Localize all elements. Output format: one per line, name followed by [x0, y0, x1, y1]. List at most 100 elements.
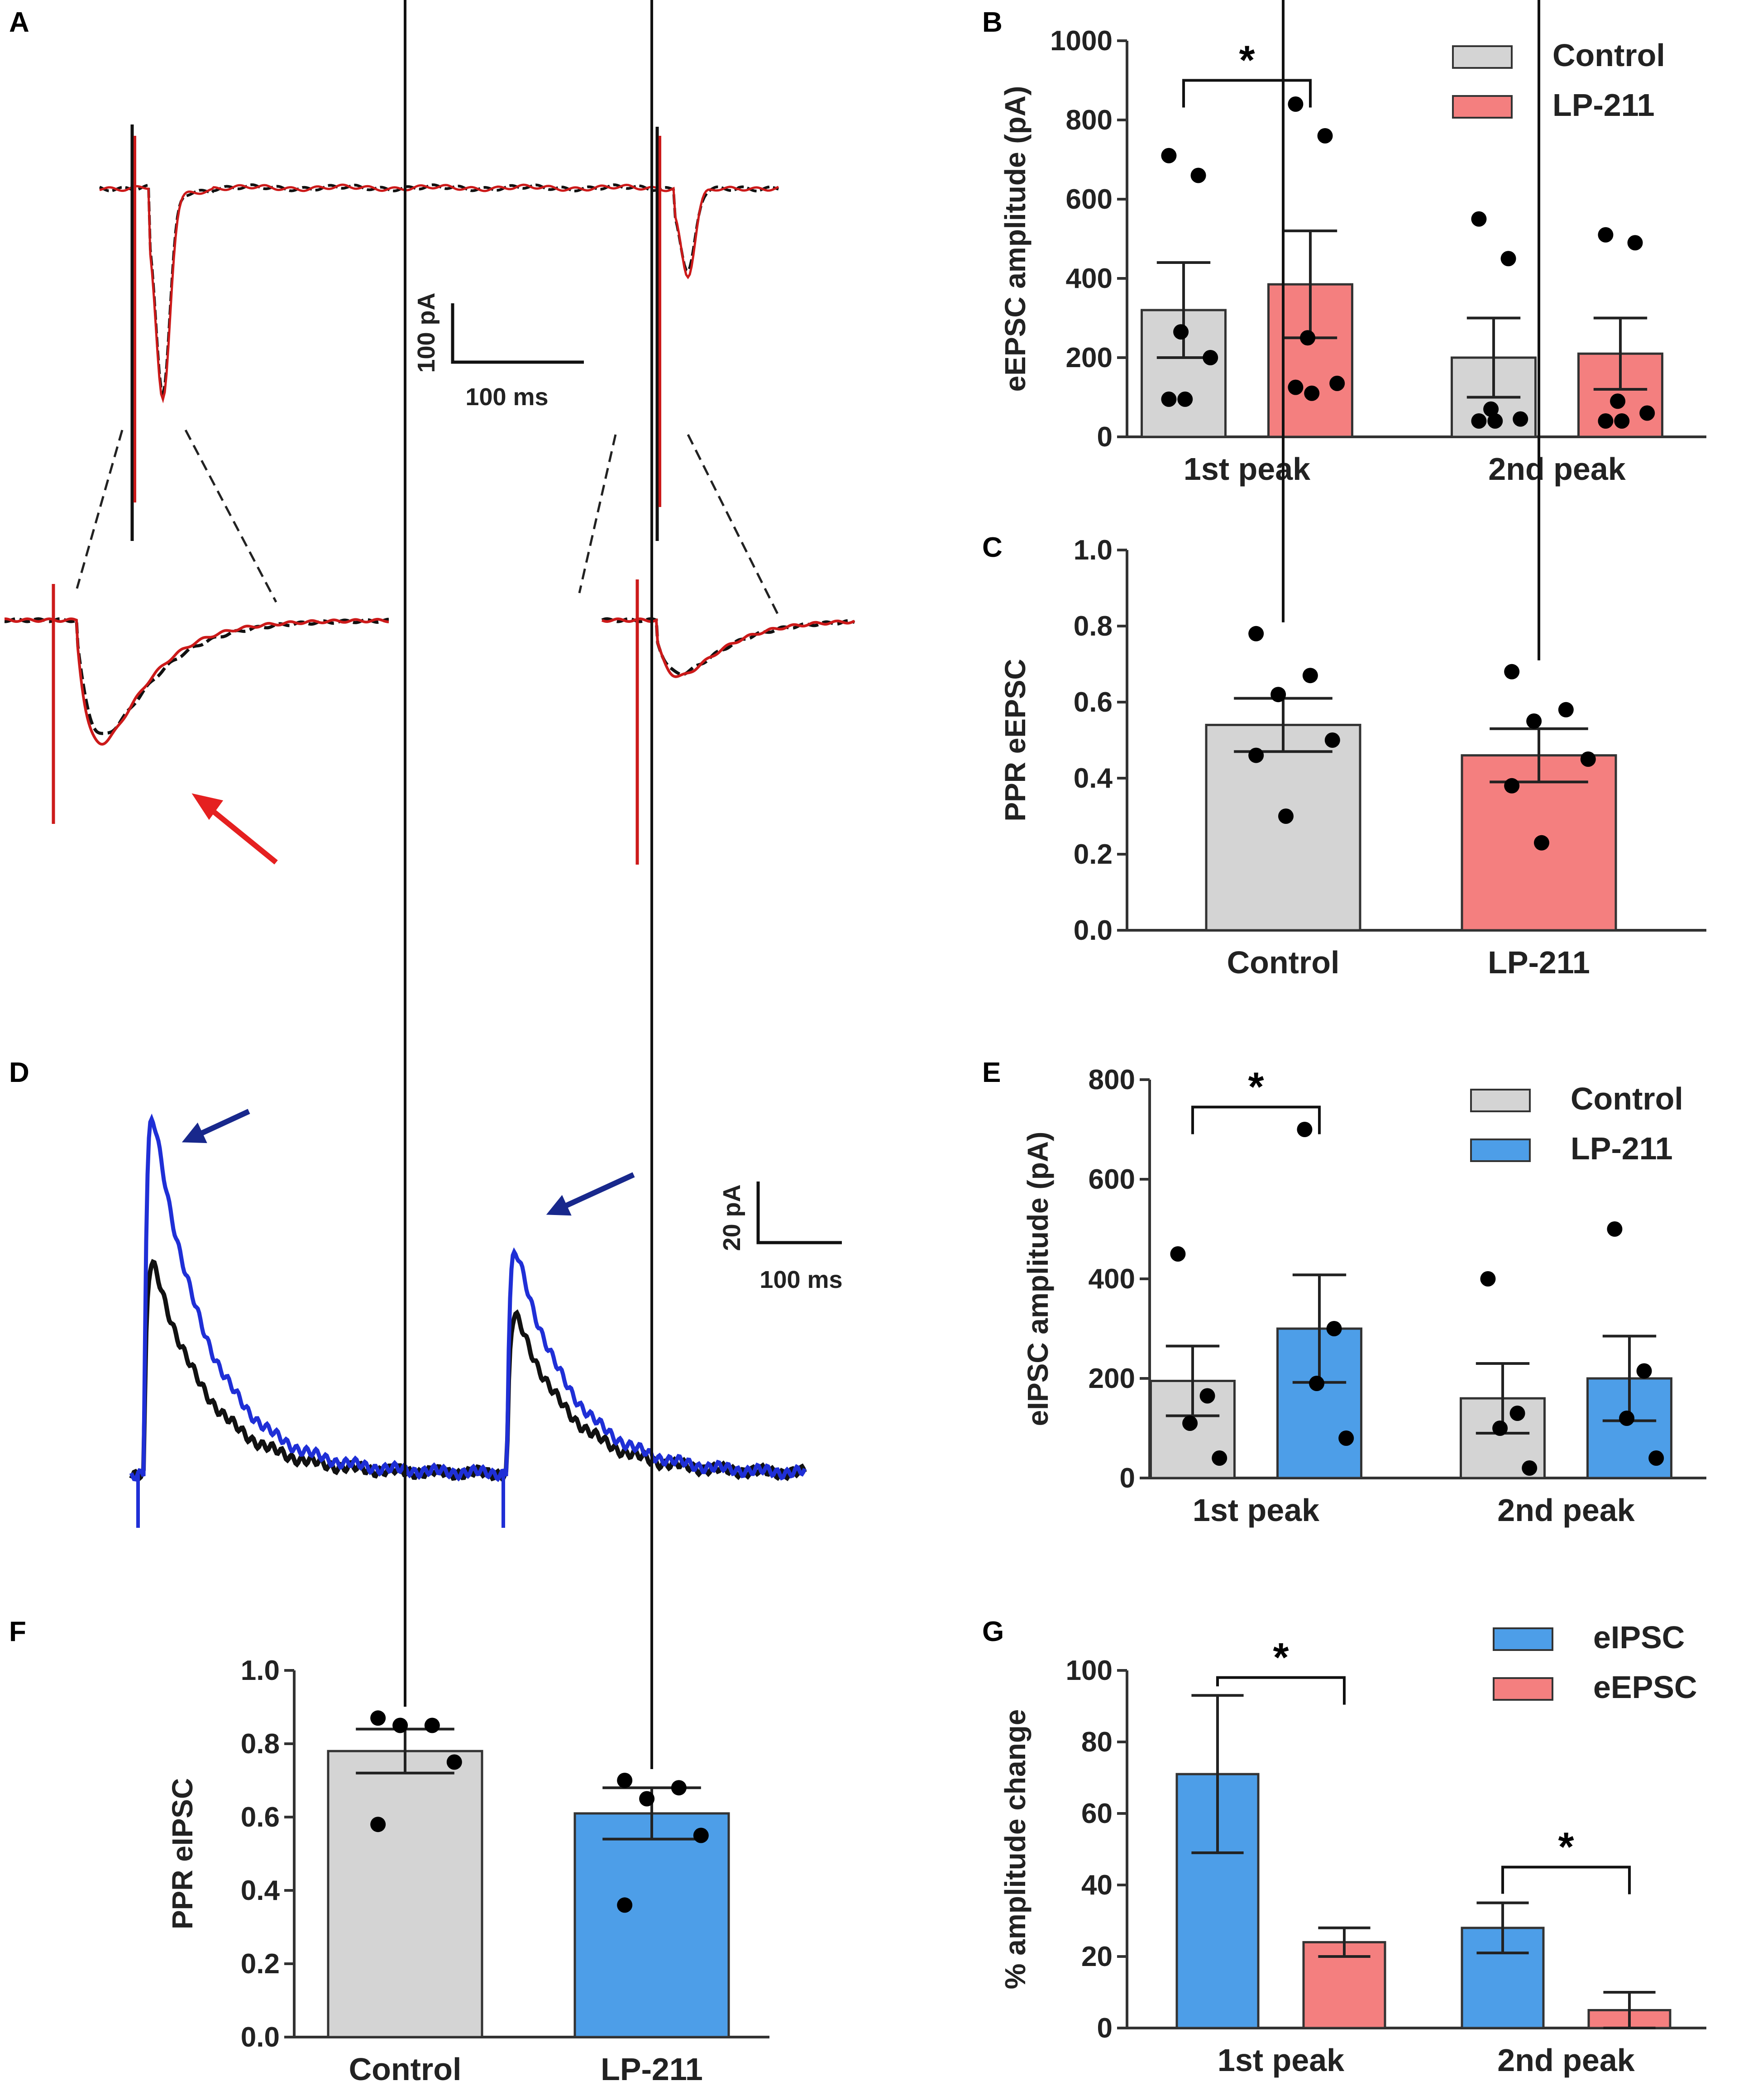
panel-label-f: F [9, 1616, 26, 1647]
y-tick-label: 1.0 [1074, 535, 1113, 566]
significance-bracket [1501, 1866, 1631, 1894]
y-tick-label: 60 [1081, 1798, 1113, 1829]
trace-d-control [129, 1259, 807, 1482]
panel-label-a: A [9, 7, 29, 38]
scale-bar-a [451, 303, 584, 364]
bar-lp-211-lp-211 [573, 1812, 730, 2038]
significance-bracket [404, 0, 653, 1769]
data-point-control-control [1248, 626, 1264, 641]
arrow-blue-head [546, 1195, 572, 1216]
y-tick-label: 1.0 [241, 1655, 280, 1686]
scale-label-a-x: 100 ms [465, 383, 548, 411]
trace-a-lp211-zoom-1 [4, 617, 389, 746]
data-point-control-1st-peak [1161, 391, 1177, 407]
data-point-control-1st-peak [1212, 1450, 1227, 1466]
data-point-lp-211-2nd-peak [1648, 1450, 1664, 1466]
trace-a-lp211-overview [99, 183, 779, 404]
data-point-control-1st-peak [1199, 1388, 1215, 1404]
x-category-label: 1st peak [1184, 451, 1310, 487]
data-point-control-control [392, 1717, 408, 1733]
data-point-lp-211-lp-211 [1504, 778, 1520, 794]
significance-label: * [1558, 1825, 1574, 1870]
y-tick-label: 200 [1066, 342, 1113, 373]
y-tick-label: 0.2 [241, 1948, 280, 1980]
panel-a-traces: 100 pA 100 ms [4, 124, 855, 865]
arrow-red-shaft [202, 801, 278, 865]
data-point-control-2nd-peak [1509, 1406, 1525, 1421]
y-tick-label: 0 [1097, 421, 1113, 453]
data-point-lp-211-1st-peak [1297, 1122, 1313, 1137]
x-category-label: LP-211 [601, 2052, 703, 2087]
data-point-control-1st-peak [1190, 167, 1206, 183]
y-tick-label: 40 [1081, 1870, 1113, 1901]
data-point-lp-211-lp-211 [671, 1780, 687, 1796]
legend-swatch [1470, 1138, 1531, 1162]
panel-label-g: G [982, 1616, 1004, 1647]
data-point-lp-211-lp-211 [1526, 713, 1542, 729]
data-point-lp-211-lp-211 [1504, 664, 1520, 679]
data-point-lp-211-lp-211 [1533, 835, 1549, 851]
data-point-lp-211-lp-211 [617, 1773, 633, 1788]
data-point-control-1st-peak [1182, 1416, 1198, 1431]
y-axis-label: eEPSC amplitude (pA) [999, 86, 1032, 392]
panel-d-traces: 20 pA 100 ms [129, 1109, 843, 1528]
trace-a-control-zoom-1 [4, 617, 389, 735]
bar-control-control [1205, 723, 1361, 932]
legend-swatch [1470, 1089, 1531, 1112]
data-point-control-2nd-peak [1483, 401, 1499, 417]
data-point-control-control [1270, 687, 1286, 703]
significance-label: * [1273, 1635, 1289, 1680]
data-point-lp-211-1st-peak [1304, 385, 1320, 401]
y-tick-label: 1000 [1050, 25, 1113, 57]
y-tick-label: 0.4 [241, 1875, 280, 1906]
y-tick-label: 200 [1089, 1363, 1135, 1394]
arrow-blue-shaft [553, 1172, 635, 1214]
x-category-label: 1st peak [1193, 1492, 1319, 1528]
y-tick-label: 0.4 [1074, 763, 1113, 794]
data-point-lp-211-lp-211 [617, 1897, 633, 1913]
zoom-guide-line [578, 434, 617, 593]
legend-swatch [1493, 1677, 1553, 1701]
data-point-lp-211-1st-peak [1288, 379, 1304, 395]
significance-bracket [1191, 1105, 1321, 1134]
data-point-lp-211-1st-peak [1338, 1430, 1354, 1446]
data-point-lp-211-2nd-peak [1607, 1221, 1623, 1237]
x-category-label: 2nd peak [1488, 451, 1626, 487]
data-point-control-2nd-peak [1492, 1421, 1508, 1436]
data-point-lp-211-2nd-peak [1610, 393, 1626, 409]
legend-label: LP-211 [1571, 1131, 1673, 1166]
significance-label: * [1239, 38, 1255, 83]
y-tick-label: 800 [1089, 1064, 1135, 1095]
y-tick-label: 0 [1097, 2013, 1113, 2044]
panel-label-d: D [9, 1057, 29, 1088]
scale-label-d-x: 100 ms [759, 1266, 842, 1293]
y-axis-label: % amplitude change [999, 1709, 1032, 1990]
panel-label-e: E [982, 1057, 1001, 1088]
y-axis-label: PPR eEPSC [999, 659, 1032, 821]
data-point-control-1st-peak [1173, 324, 1189, 340]
x-category-label: Control [1227, 945, 1340, 980]
data-point-control-1st-peak [1170, 1246, 1186, 1262]
y-tick-label: 600 [1089, 1164, 1135, 1195]
trace-a-control-zoom-2 [601, 617, 855, 676]
y-tick-label: 800 [1066, 105, 1113, 136]
data-point-lp-211-2nd-peak [1636, 1363, 1652, 1379]
scale-label-a-y: 100 pA [413, 292, 440, 373]
data-point-lp-211-1st-peak [1317, 128, 1333, 144]
scale-label-d-y: 20 pA [718, 1184, 745, 1251]
x-category-label: LP-211 [1488, 945, 1590, 980]
data-point-control-2nd-peak [1480, 1271, 1496, 1287]
x-category-label: 2nd peak [1497, 2043, 1635, 2078]
data-point-control-control [370, 1817, 386, 1832]
y-tick-label: 0.8 [1074, 611, 1113, 642]
y-tick-label: 0.0 [241, 2022, 280, 2053]
data-point-control-control [446, 1754, 462, 1770]
data-point-control-control [1248, 747, 1264, 763]
data-point-control-control [370, 1710, 386, 1726]
data-point-lp-211-1st-peak [1329, 375, 1345, 391]
data-point-lp-211-lp-211 [693, 1827, 709, 1843]
data-point-lp-211-1st-peak [1309, 1376, 1325, 1391]
y-tick-label: 0.6 [1074, 687, 1113, 718]
zoom-guide-line [184, 429, 277, 603]
